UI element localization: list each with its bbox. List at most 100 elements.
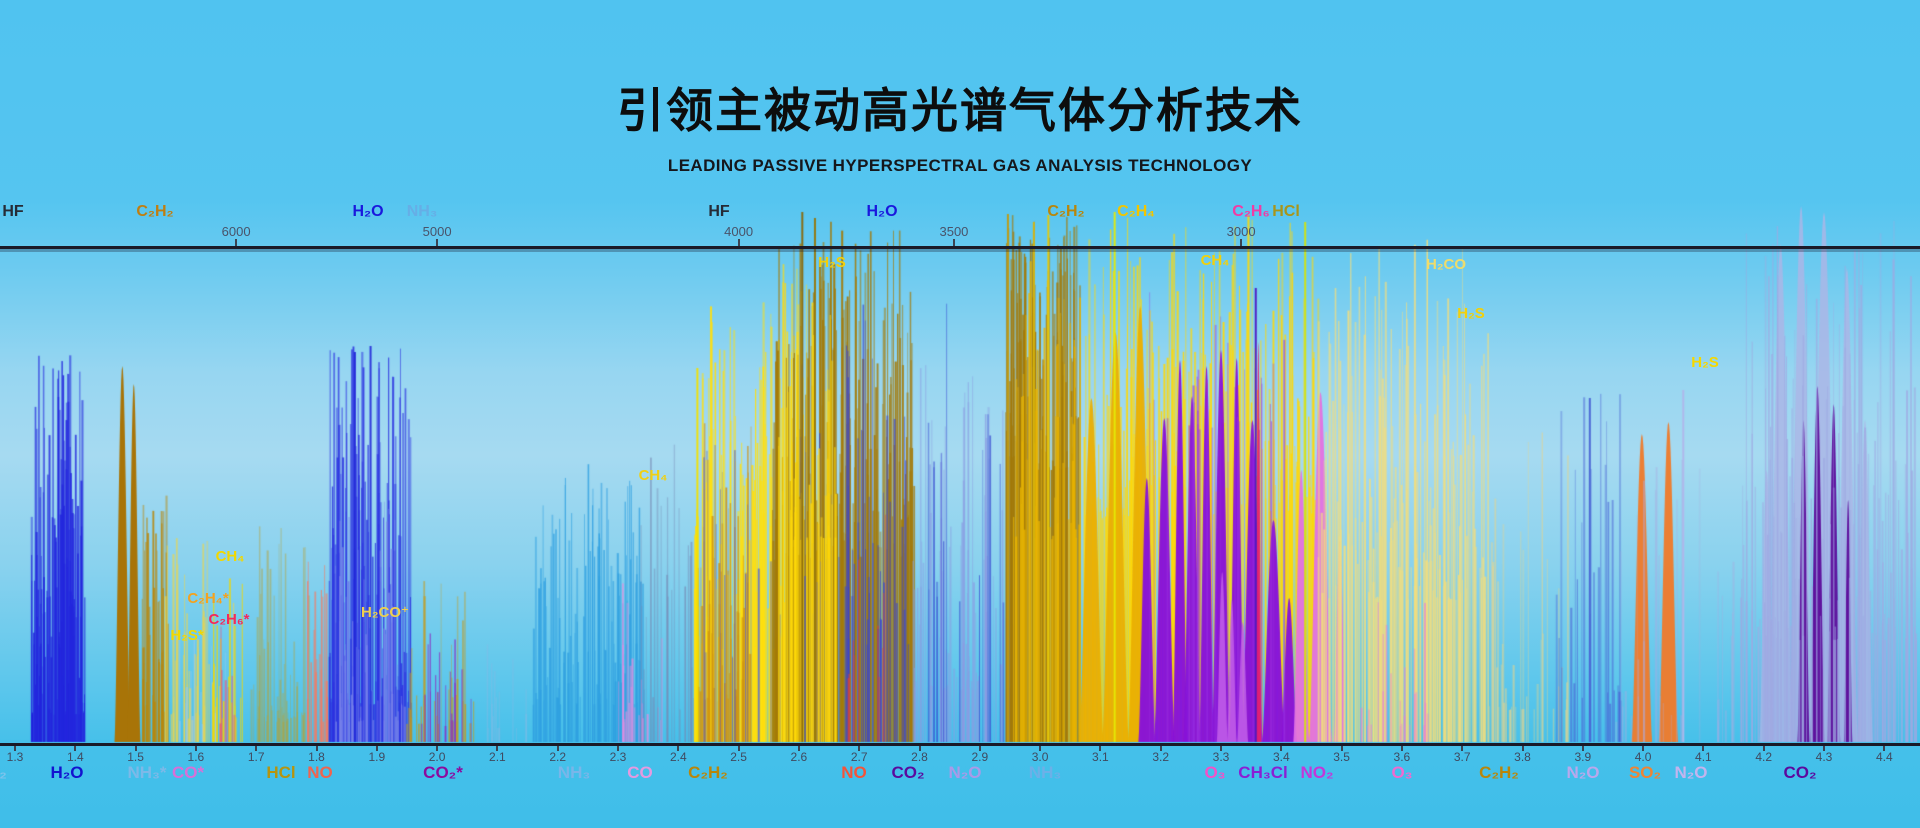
wavelength-tick-label: 1.8 [308,750,325,764]
wavelength-tick-label: 3.8 [1514,750,1531,764]
gas-label-bottom: NH₃ [1028,763,1062,782]
wavelength-tick-label: 1.3 [6,750,24,764]
gas-label-top: HF [708,203,730,220]
wavelength-tick [1823,746,1825,751]
wavelength-tick-label: 3.2 [1152,750,1170,764]
wavelength-tick-label: 3.3 [1212,750,1230,764]
wavelength-tick [858,746,861,751]
gas-label-top: C₂H₄ [1117,203,1155,220]
wavelength-tick [1340,746,1343,751]
gas-label-plot: C₂H₆* [208,611,250,628]
wavelength-tick-label: 3.7 [1453,750,1471,764]
gas-label-bottom: NH₃* [127,763,167,782]
gas-label-bottom: O₃ [1391,763,1413,782]
gas-label-top: C₂H₂ [1047,203,1085,220]
wavelength-tick [1280,746,1283,751]
wavelength-tick-label: 4.4 [1875,750,1893,764]
wavelength-tick-label: 2.9 [971,750,989,764]
gas-label-top: H₂O [352,203,384,220]
wavelength-tick [134,746,137,751]
wavelength-tick-label: 4.3 [1815,750,1833,764]
wavenumber-tick-label: 3000 [1226,224,1256,239]
wavelength-tick-label: 3.5 [1333,750,1350,764]
wavelength-tick-label: 2.4 [669,750,687,764]
wavelength-tick [1521,746,1524,751]
gas-label-plot: C₂H₄* [187,590,229,607]
gas-label-bottom: HCl [266,763,296,782]
wavelength-tick [677,746,680,751]
wavelength-tick [978,746,981,751]
gas-label-top: C₂H₆ [1232,203,1270,220]
wavelength-tick [737,746,740,751]
wavelength-tick-label: 2.5 [730,750,747,764]
wavelength-tick [1762,746,1765,751]
wavelength-tick [918,746,921,751]
wavenumber-tick [952,239,955,246]
gas-label-plot: H₂CO [1426,256,1466,273]
wavelength-tick-label: 2.2 [549,750,567,764]
wavelength-tick-label: 2.1 [489,750,506,764]
gas-label-plot: H₂S [818,254,846,271]
gas-label-top: HCl [1272,203,1300,220]
wavenumber-tick [436,239,439,246]
wavelength-tick [556,746,559,751]
gas-label-bottom: O₃ [1204,763,1226,782]
wavelength-tick-label: 3.0 [1031,750,1049,764]
gas-label-bottom: NO [841,763,867,782]
wavelength-tick [436,746,439,751]
wavelength-tick [1220,746,1222,751]
gas-label-top: H₂O [866,203,898,220]
page-title: 引领主被动高光谱气体分析技术 [617,84,1303,137]
wavelength-tick [1099,746,1102,751]
wavelength-tick-label: 3.4 [1272,750,1290,764]
wavelength-tick-label: 2.7 [850,750,868,764]
wavelength-tick [1039,746,1042,751]
gas-label-bottom: CO [627,763,653,782]
wavelength-tick [1400,746,1403,751]
gas-label-bottom: N₂O [948,763,982,782]
wavelength-tick-label: 1.5 [127,750,144,764]
wavelength-tick [1642,746,1645,751]
wavelength-tick-label: 4.0 [1634,750,1652,764]
gas-label-top: HF [2,203,24,220]
wavelength-tick [194,746,197,751]
gas-label-bottom: N₂O [1566,763,1600,782]
wavelength-tick [1581,746,1584,751]
wavenumber-tick [1240,239,1243,246]
wavelength-tick [1883,746,1886,751]
wavelength-tick [375,746,378,751]
page-subtitle: LEADING PASSIVE HYPERSPECTRAL GAS ANALYS… [667,156,1253,175]
wavelength-tick-label: 1.6 [187,750,205,764]
wavelength-axis-line [0,743,1920,746]
gas-label-bottom: N₂O [1674,763,1708,782]
wavelength-tick-label: 3.6 [1393,750,1411,764]
gas-label-top: NH₃ [406,203,438,220]
wavelength-tick [1461,746,1464,751]
gas-label-top: C₂H₂ [136,203,174,220]
wavenumber-tick-label: 5000 [422,224,452,239]
gas-label-bottom: H₂O [50,763,84,782]
wavelength-tick [14,746,16,751]
gas-label-plot: H₂S [1691,354,1719,371]
gas-label-bottom: C₂H₂ [1479,763,1519,782]
wavenumber-tick-label: 4000 [724,224,754,239]
wavelength-tick-label: 3.1 [1092,750,1109,764]
gas-label-bottom: NH₃ [557,763,591,782]
wavelength-tick-label: 1.7 [247,750,265,764]
wavenumber-tick-label: 3500 [939,224,969,239]
gas-label-bottom: CO* [171,763,205,782]
wavelength-tick-label: 2.0 [428,750,446,764]
wavelength-tick-label: 2.3 [609,750,627,764]
gas-label-bottom: SO₂ [1628,763,1662,782]
gas-label-plot: CH₄ [215,548,245,565]
wavelength-tick-label: 2.8 [911,750,928,764]
wavelength-tick [617,746,619,751]
gas-label-bottom: C₂H₂ [688,763,728,782]
gas-label-plot: H₂S [1457,305,1485,322]
wavelength-tick [1159,746,1162,751]
gas-label-bottom: NO [307,763,333,782]
wavelength-tick-label: 1.4 [66,750,84,764]
gas-label-bottom: CO₂* [423,763,463,782]
